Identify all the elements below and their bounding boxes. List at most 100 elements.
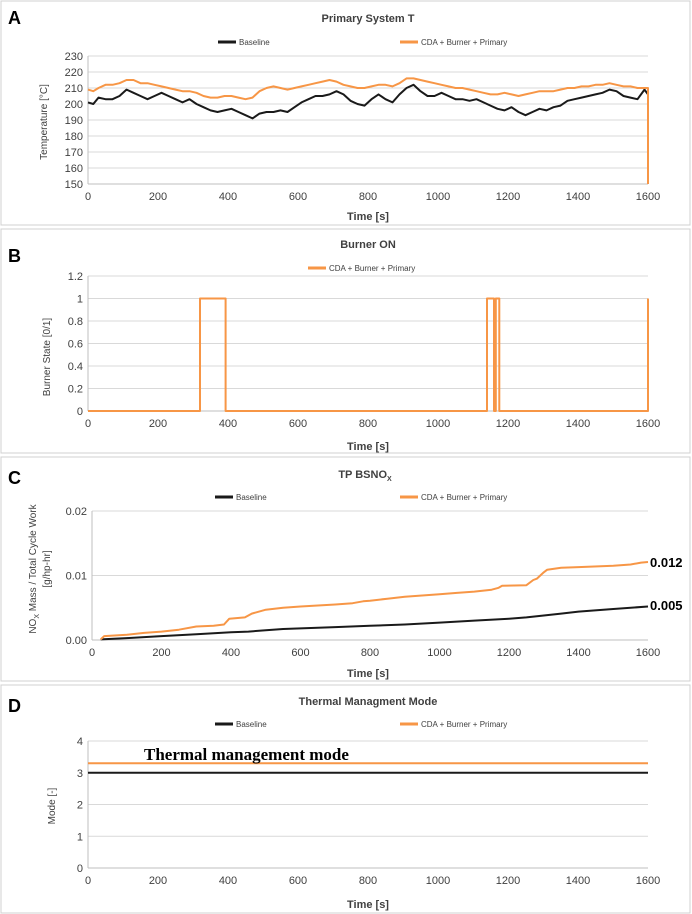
legend-cda-label: CDA + Burner + Primary — [329, 264, 415, 273]
panel-d-plot: 0 1 2 3 4 0 200 400 600 800 1000 1200 1400 1600 — [77, 736, 660, 887]
y-tick-label: 0.6 — [68, 339, 83, 351]
legend-baseline-label: Baseline — [236, 493, 267, 502]
y-tick-label: 230 — [65, 51, 83, 63]
legend-baseline-label: Baseline — [239, 38, 270, 47]
legend-baseline-label: Baseline — [236, 720, 267, 729]
panel-c-ylabel-sub: X — [34, 614, 41, 619]
x-tick-label: 1600 — [636, 875, 660, 887]
panel-c-title-sub: X — [387, 476, 392, 483]
x-tick-label: 800 — [359, 191, 377, 203]
series-line-baseline — [100, 605, 649, 641]
series-line-cda-burner-primary — [100, 561, 649, 641]
x-tick-label: 400 — [219, 875, 237, 887]
series-line-cda-burner-primary — [88, 297, 649, 412]
x-tick-label: 1000 — [426, 191, 450, 203]
panel-d-xlabel: Time [s] — [347, 899, 389, 911]
panel-a-plot: 150 160 170 180 190 200 210 220 230 0 200 400 600 800… — [65, 51, 661, 203]
x-tick-label: 1200 — [496, 875, 520, 887]
y-tick-label: 0.01 — [66, 571, 87, 583]
panel-c-title-main: TP BSNO — [338, 469, 387, 481]
panel-c-title: TP BSNOX — [338, 469, 392, 483]
y-tick-label: 150 — [65, 179, 83, 191]
series-line-baseline — [87, 83, 649, 183]
x-tick-label: 200 — [149, 418, 167, 430]
x-tick-label: 1200 — [496, 191, 520, 203]
x-tick-label: 1400 — [566, 647, 590, 659]
x-tick-label: 1000 — [427, 647, 451, 659]
panel-b-label: B — [8, 246, 21, 266]
x-tick-label: 1400 — [566, 418, 590, 430]
x-tick-label: 0 — [85, 191, 91, 203]
y-tick-label: 220 — [65, 67, 83, 79]
x-tick-label: 600 — [289, 191, 307, 203]
y-tick-label: 210 — [65, 83, 83, 95]
x-tick-label: 1400 — [566, 875, 590, 887]
panel-a-ylabel: Temperature [°C] — [39, 84, 50, 160]
y-tick-label: 0 — [77, 406, 83, 418]
x-tick-label: 1600 — [636, 191, 660, 203]
y-tick-label: 170 — [65, 147, 83, 159]
end-label-baseline: 0.005 — [650, 598, 683, 613]
panel-d-title: Thermal Managment Mode — [299, 696, 438, 708]
x-tick-label: 400 — [219, 191, 237, 203]
x-tick-label: 200 — [149, 191, 167, 203]
x-tick-label: 1600 — [636, 647, 660, 659]
y-tick-label: 200 — [65, 99, 83, 111]
x-tick-label: 600 — [289, 875, 307, 887]
y-tick-label: 0.8 — [68, 316, 83, 328]
x-tick-label: 800 — [359, 418, 377, 430]
y-tick-label: 1 — [77, 831, 83, 843]
panel-b-frame — [0, 228, 691, 454]
panel-d-ylabel: Mode [-] — [47, 787, 58, 824]
x-tick-label: 800 — [359, 875, 377, 887]
y-tick-label: 3 — [77, 768, 83, 780]
panel-c-ylabel-unit: [g/hp-hr] — [42, 550, 53, 587]
x-tick-label: 1600 — [636, 418, 660, 430]
panel-a-legend: Baseline CDA + Burner + Primary — [218, 38, 507, 47]
y-tick-label: 4 — [77, 736, 83, 748]
y-tick-label: 2 — [77, 800, 83, 812]
x-tick-label: 200 — [152, 647, 170, 659]
y-tick-label: 1 — [77, 294, 83, 306]
x-tick-label: 400 — [219, 418, 237, 430]
y-tick-label: 180 — [65, 131, 83, 143]
y-tick-label: 0.00 — [66, 635, 87, 647]
x-tick-label: 0 — [85, 875, 91, 887]
panel-a-title: Primary System T — [322, 13, 415, 25]
x-tick-label: 800 — [361, 647, 379, 659]
panel-a-label: A — [8, 8, 21, 28]
panel-b: B Burner ON CDA + Burner + Primary 00.20… — [0, 228, 691, 454]
panel-c-label: C — [8, 468, 21, 488]
panel-b-legend: CDA + Burner + Primary — [308, 264, 415, 273]
panel-c-plot: 0.00 0.01 0.02 0 200 400 600 800 1000 1200 1400 160… — [66, 506, 661, 659]
legend-cda-label: CDA + Burner + Primary — [421, 720, 507, 729]
x-tick-label: 0 — [85, 418, 91, 430]
panel-c: C TP BSNOX Baseline CDA + Burner + Prima… — [0, 456, 691, 682]
panel-b-plot: 0 0.2 0.4 0.6 0.8 1 1.2 0 200 400 600 800 1000 1200 14… — [68, 271, 661, 430]
x-tick-label: 400 — [222, 647, 240, 659]
y-tick-label: 0.4 — [68, 361, 83, 373]
panel-c-ylabel: NOX Mass / Total Cycle Work — [28, 503, 41, 633]
x-tick-label: 1200 — [496, 418, 520, 430]
x-tick-label: 600 — [291, 647, 309, 659]
panel-c-xlabel: Time [s] — [347, 668, 389, 680]
y-tick-label: 0 — [77, 863, 83, 875]
thermal-mode-annotation: Thermal management mode — [144, 745, 349, 764]
panel-c-ylabel-main: NO — [28, 618, 39, 633]
x-tick-label: 0 — [89, 647, 95, 659]
x-tick-label: 1400 — [566, 191, 590, 203]
x-tick-label: 200 — [149, 875, 167, 887]
panel-c-frame — [0, 456, 691, 682]
panel-d-label: D — [8, 696, 21, 716]
end-label-cda: 0.012 — [650, 555, 683, 570]
series-line-cda-burner-primary — [87, 77, 649, 184]
y-tick-label: 1.2 — [68, 271, 83, 283]
panel-a: A Primary System T Baseline CDA + Burner… — [0, 0, 691, 226]
panel-d: D Thermal Managment Mode Baseline CDA + … — [0, 684, 691, 914]
panel-c-ylabel-rest: Mass / Total Cycle Work — [28, 503, 39, 614]
y-tick-label: 0.2 — [68, 384, 83, 396]
panel-b-ylabel: Burner State [0/1] — [42, 318, 53, 397]
y-tick-label: 0.02 — [66, 506, 87, 518]
x-tick-label: 600 — [289, 418, 307, 430]
